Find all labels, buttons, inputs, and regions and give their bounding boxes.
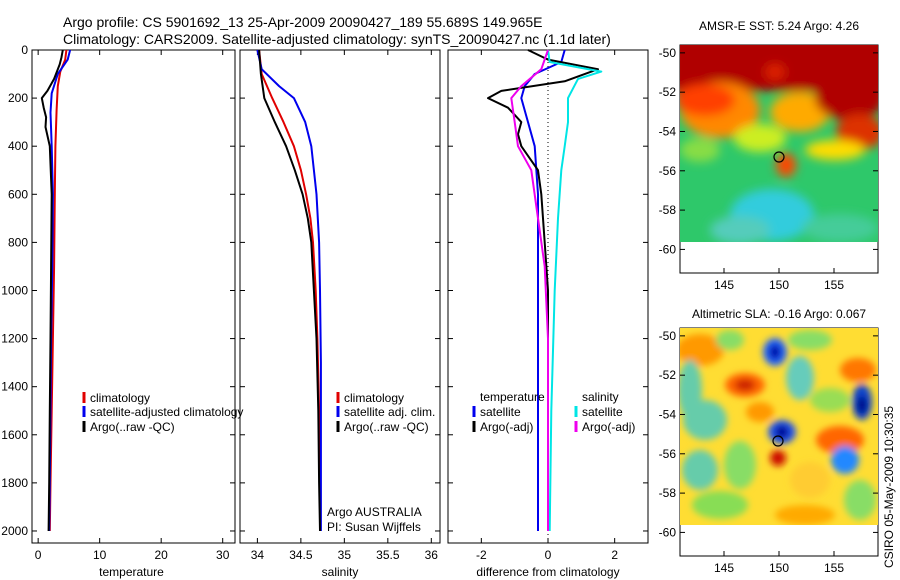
sla_map-ytick-label: -54 (659, 407, 677, 421)
sla-map-title: Altimetric SLA: -0.16 Argo: 0.067 (692, 307, 866, 321)
salinity-xtick-label: 34 (251, 548, 265, 562)
sst-map-title: AMSR-E SST: 5.24 Argo: 4.26 (699, 19, 859, 33)
temperature-ytick-label: 600 (8, 187, 28, 201)
profile-panel-temperature: 0 10 20 30 0 200 400 600 800 1000 1200 1400 1600 1800… (1, 43, 236, 579)
temperature-xtick-label: 30 (216, 548, 230, 562)
sla_map-ytick-label: -58 (659, 486, 677, 500)
diff-legend-sal-argo-label: Argo(-adj) (582, 420, 635, 434)
difference-series-sal_satellite (547, 49, 603, 532)
sst-map: AMSR-E SST: 5.24 Argo: 4.26 1 (659, 19, 879, 292)
salinity-axes-box (239, 49, 441, 544)
salinity-series-satellite (256, 49, 322, 531)
sst-field (680, 45, 878, 242)
sla-map: Altimetric SLA: -0.16 Argo: 0.067 (659, 307, 879, 575)
sal-legend-satellite-label: satellite adj. clim. (344, 405, 435, 419)
salinity-xlabel: salinity (322, 565, 359, 579)
salinity-xtick-label: 36 (425, 548, 439, 562)
sla_map-ytick-label: -60 (659, 525, 677, 539)
salinity-series-argo (258, 49, 321, 532)
sal-legend-climatology-label: climatology (344, 391, 404, 405)
difference-series-argo (487, 49, 599, 531)
temperature-ytick-label: 1200 (1, 332, 28, 346)
sst_map-ytick-label: -56 (659, 164, 677, 178)
temperature-ytick-label: 2000 (1, 524, 28, 538)
sla-axes: 145 150 155 -50 -52 -54 -56 -58 -60 (659, 329, 878, 575)
figure-title-line2: Climatology: CARS2009. Satellite-adjuste… (63, 31, 611, 47)
temperature-series-argo (40, 49, 64, 532)
sst_map-ytick-label: -50 (659, 46, 677, 60)
temperature-xtick-label: 10 (93, 548, 107, 562)
temperature-xlabel: temperature (99, 565, 164, 579)
salinity-xtick-label: 34.5 (289, 548, 313, 562)
sst-argo-marker (773, 151, 785, 163)
temperature-ytick-label: 800 (8, 235, 28, 249)
sla_map-ytick-label: -50 (659, 329, 677, 343)
temperature-axes-box (31, 49, 236, 544)
sla_map-xtick-label: 150 (769, 561, 789, 575)
sst-axes: 145 150 155 -50 -52 -54 -56 -58 -60 (659, 46, 878, 292)
difference-series-satellite (520, 49, 566, 531)
temp-legend-climatology-label: climatology (90, 391, 150, 405)
temperature-ytick-label: 1600 (1, 428, 28, 442)
temp-legend-satellite-label: satellite-adjusted climatology (90, 405, 243, 419)
temp-legend-argo-label: Argo(..raw -QC) (90, 420, 175, 434)
sla-argo-marker (772, 435, 784, 447)
salinity-xtick-label: 35.5 (376, 548, 400, 562)
sst_map-xtick-label: 145 (714, 278, 734, 292)
difference-xtick-label: -2 (476, 548, 487, 562)
salinity-xtick-label: 35 (338, 548, 352, 562)
sla-field (680, 328, 878, 525)
profile-panel-salinity: 34 34.5 35 35.5 36 salinity (239, 49, 441, 579)
temperature-ytick-label: 400 (8, 139, 28, 153)
sst_map-ytick-label: -54 (659, 124, 677, 138)
diff-legend-temp-argo-label: Argo(-adj) (480, 420, 533, 434)
profile-panel-difference: -2 0 2 difference from climatology (447, 49, 649, 579)
diff-legend-sal-satellite-label: satellite (582, 405, 623, 419)
diff-legend-temperature-header: temperature (480, 390, 545, 404)
sal-legend-argo-label: Argo(..raw -QC) (344, 420, 429, 434)
sla_map-ytick-label: -52 (659, 368, 677, 382)
temperature-xtick-label: 20 (155, 548, 169, 562)
sal-annotation-line2: PI: Susan Wijffels (327, 520, 421, 534)
temperature-ytick-label: 0 (21, 43, 28, 57)
temperature-ytick-label: 1800 (1, 476, 28, 490)
sla_map-xtick-label: 155 (824, 561, 844, 575)
difference-series-sal_argo (510, 49, 549, 531)
difference-xtick-label: 2 (611, 548, 618, 562)
sla_map-xtick-label: 145 (714, 561, 734, 575)
sst_map-xtick-label: 150 (769, 278, 789, 292)
sst_map-ytick-label: -60 (659, 242, 677, 256)
figure-title-line1: Argo profile: CS 5901692_13 25-Apr-2009 … (63, 14, 543, 30)
sst_map-ytick-label: -52 (659, 85, 677, 99)
diff-legend-temp-satellite-label: satellite (480, 405, 521, 419)
temperature-ytick-label: 200 (8, 91, 28, 105)
temperature-ytick-label: 1400 (1, 380, 28, 394)
sst_map-ytick-label: -58 (659, 203, 677, 217)
profile-panels: 0 10 20 30020040060080010001200140016001800… (1, 43, 649, 579)
sal-annotation-line1: Argo AUSTRALIA (327, 505, 422, 519)
difference-xtick-label: 0 (545, 548, 552, 562)
temperature-xtick-label: 0 (35, 548, 42, 562)
footer-credit: CSIRO 05-May-2009 10:30:35 (882, 406, 896, 568)
diff-legend-salinity-header: salinity (582, 390, 619, 404)
temperature-ytick-label: 1000 (1, 283, 28, 297)
sst_map-xtick-label: 155 (824, 278, 844, 292)
difference-xlabel: difference from climatology (476, 565, 619, 579)
sla_map-ytick-label: -56 (659, 447, 677, 461)
